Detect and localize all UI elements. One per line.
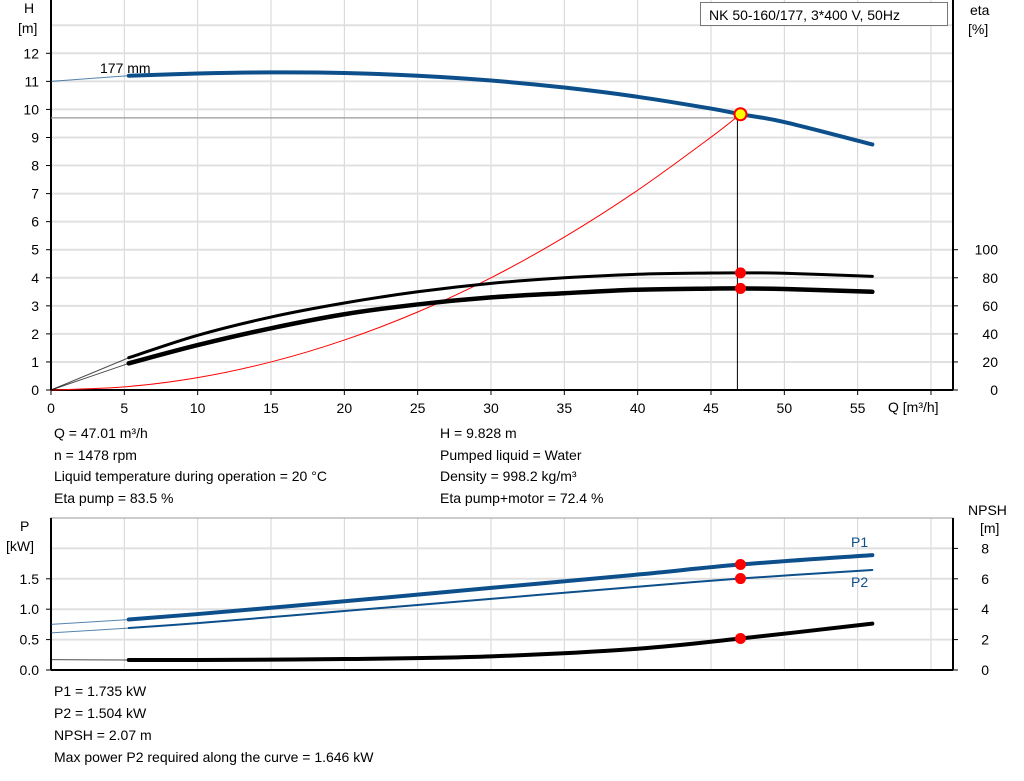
eta-tick-label: 60 <box>982 298 998 314</box>
x-tick-label: 35 <box>557 400 573 416</box>
eta-tick-label: 40 <box>982 326 998 342</box>
system-curve <box>50 113 741 391</box>
h-tick-label: 10 <box>23 101 39 117</box>
eta-pump-point <box>734 267 746 279</box>
h-tick-label: 4 <box>31 270 39 286</box>
info-max-p2: Max power P2 required along the curve = … <box>54 749 374 765</box>
p-tick-label: 1.0 <box>20 601 40 617</box>
eta-total-curve-extension <box>50 362 129 391</box>
h-tick-label: 3 <box>31 298 39 314</box>
npsh-tick-label: 2 <box>981 632 989 648</box>
x-tick-label: 10 <box>190 400 206 416</box>
p1-curve-extension <box>50 619 129 625</box>
info-h: H = 9.828 m <box>440 425 517 441</box>
h-tick-label: 5 <box>31 242 39 258</box>
npsh-tick-label: 6 <box>981 571 989 587</box>
p2-curve-extension <box>50 627 129 634</box>
x-tick-label: 0 <box>47 400 55 416</box>
h-axis-unit: [m] <box>18 20 38 36</box>
info-q: Q = 47.01 m³/h <box>54 425 148 441</box>
p2-label: P2 <box>851 574 869 590</box>
chart-title: NK 50-160/177, 3*400 V, 50Hz <box>700 2 948 26</box>
lower-plot-frame <box>50 517 954 671</box>
p-tick-label: 0.0 <box>20 662 40 678</box>
p-tick-label: 0.5 <box>20 632 40 648</box>
x-tick-label: 55 <box>850 400 866 416</box>
h-tick-label: 6 <box>31 214 39 230</box>
impeller-label: 177 mm <box>100 60 151 76</box>
npsh-tick-label: 8 <box>981 540 989 556</box>
eta-axis-label: eta <box>970 2 990 18</box>
info-temp: Liquid temperature during operation = 20… <box>54 468 327 484</box>
npsh-axis-label: NPSH <box>968 502 1007 518</box>
x-tick-label: 5 <box>120 400 128 416</box>
npsh-curve <box>126 621 875 663</box>
eta-tick-label: 20 <box>982 354 998 370</box>
npsh-point <box>734 633 746 645</box>
eta-tick-label: 0 <box>990 382 998 398</box>
x-tick-label: 25 <box>410 400 426 416</box>
h-tick-label: 2 <box>31 326 39 342</box>
info-npsh: NPSH = 2.07 m <box>54 727 152 743</box>
info-n: n = 1478 rpm <box>54 447 137 463</box>
h-axis-label: H <box>24 0 35 16</box>
eta-total-point <box>734 282 746 294</box>
x-tick-label: 45 <box>703 400 719 416</box>
p1-point <box>734 559 746 571</box>
npsh-tick-label: 4 <box>981 601 989 617</box>
p1-label: P1 <box>851 534 869 550</box>
h-tick-label: 12 <box>23 45 39 61</box>
h-tick-label: 11 <box>24 73 39 89</box>
info-eta-total: Eta pump+motor = 72.4 % <box>440 490 604 506</box>
npsh-tick-label: 0 <box>981 662 989 678</box>
x-tick-label: 20 <box>337 400 353 416</box>
p2-point <box>734 573 746 585</box>
info-p2: P2 = 1.504 kW <box>54 705 147 721</box>
info-eta-pump: Eta pump = 83.5 % <box>54 490 174 506</box>
x-tick-label: 15 <box>263 400 279 416</box>
npsh-axis-unit: [m] <box>980 520 1000 536</box>
eta-tick-label: 100 <box>975 242 999 258</box>
h-tick-label: 1 <box>31 354 39 370</box>
eta-total-curve <box>126 286 875 366</box>
operating-point-marker <box>733 107 748 122</box>
h-tick-label: 9 <box>31 129 39 145</box>
h-tick-label: 8 <box>31 158 39 174</box>
eta-pump-curve <box>127 271 874 360</box>
info-liquid: Pumped liquid = Water <box>440 447 582 463</box>
info-p1: P1 = 1.735 kW <box>54 683 147 699</box>
p-axis-label: P <box>20 518 30 534</box>
x-tick-label: 30 <box>483 400 499 416</box>
h-tick-label: 7 <box>31 186 39 202</box>
head-curve-extension <box>50 75 129 82</box>
x-tick-label: 50 <box>777 400 793 416</box>
p-axis-unit: [kW] <box>6 538 34 554</box>
q-axis-label: Q [m³/h] <box>888 399 939 415</box>
x-tick-label: 40 <box>630 400 646 416</box>
eta-axis-unit: [%] <box>968 21 989 37</box>
h-tick-label: 0 <box>31 382 39 398</box>
eta-tick-label: 80 <box>982 270 998 286</box>
info-density: Density = 998.2 kg/m³ <box>440 468 577 484</box>
p-tick-label: 1.5 <box>20 571 40 587</box>
